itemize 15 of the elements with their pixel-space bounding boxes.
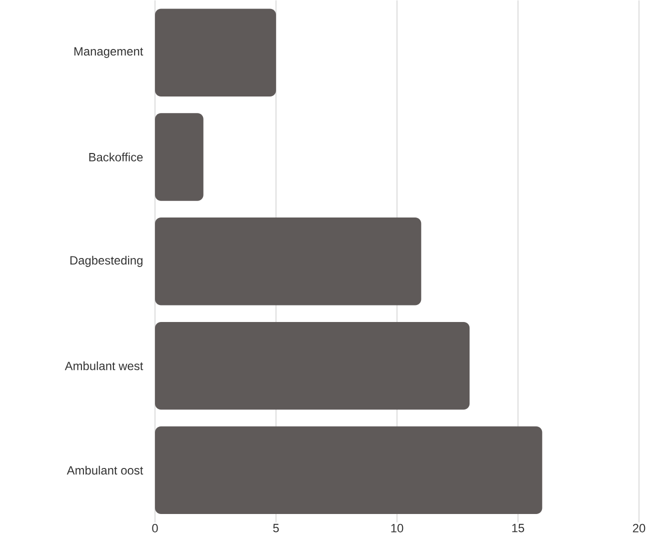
bar [155, 426, 542, 514]
bar [155, 8, 276, 96]
y-tick-label: Management [74, 47, 144, 58]
x-tick-label: 15 [512, 524, 524, 532]
y-tick-label: Ambulant oost [66, 466, 144, 474]
x-tick-label: 5 [273, 524, 279, 532]
x-tick-label: 20 [632, 524, 646, 532]
y-tick-label: Backoffice [89, 152, 143, 162]
bar [155, 322, 470, 410]
bar [155, 112, 204, 201]
y-tick-label: Dagbesteding [70, 256, 142, 267]
x-tick-label: 10 [391, 524, 404, 532]
bar [155, 217, 422, 306]
x-tick-label: 0 [152, 524, 158, 532]
y-tick-label: Ambulant west [64, 361, 144, 370]
